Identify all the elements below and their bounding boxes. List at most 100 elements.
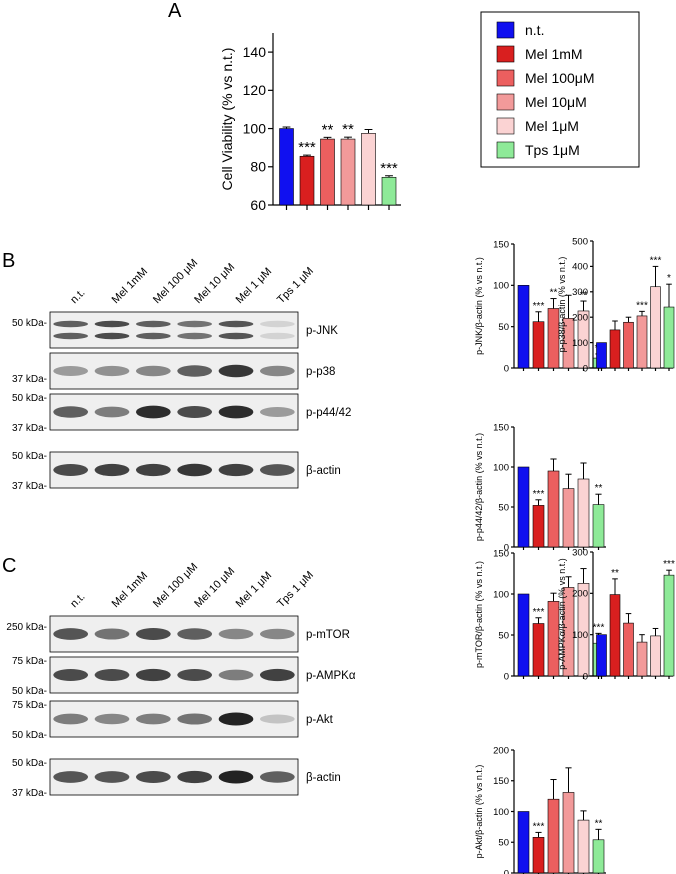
lane-label: Mel 1mM bbox=[110, 266, 150, 306]
blot-band bbox=[259, 771, 295, 783]
significance-label: *** bbox=[380, 160, 398, 177]
significance-label: *** bbox=[533, 821, 545, 832]
blot-band bbox=[135, 320, 171, 328]
bar bbox=[636, 315, 648, 369]
significance-label: *** bbox=[533, 301, 545, 312]
bar bbox=[562, 792, 575, 874]
blot-band bbox=[94, 713, 130, 725]
blot-band bbox=[218, 320, 254, 328]
blot-band bbox=[94, 406, 130, 418]
significance-label: *** bbox=[298, 139, 316, 156]
mw-marker: 75 kDa- bbox=[12, 656, 47, 667]
mw-marker: 250 kDa- bbox=[6, 622, 47, 633]
bar bbox=[623, 622, 634, 677]
significance-label: ** bbox=[550, 288, 558, 299]
bar bbox=[517, 466, 530, 548]
blot-band bbox=[218, 332, 254, 340]
legend-label: Mel 100μM bbox=[525, 70, 595, 86]
legend-label: Tps 1μM bbox=[525, 142, 580, 158]
y-tick-label: 200 bbox=[493, 745, 509, 756]
y-tick-label: 100 bbox=[493, 462, 509, 473]
y-tick-label: 0 bbox=[504, 542, 509, 553]
significance-label: *** bbox=[636, 300, 648, 311]
y-tick-label: 60 bbox=[250, 197, 266, 213]
lane-label: Tps 1 μM bbox=[275, 569, 316, 610]
legend-swatch bbox=[496, 93, 515, 111]
bar bbox=[361, 133, 376, 206]
legend-swatch bbox=[496, 21, 515, 39]
significance-label: ** bbox=[611, 568, 619, 579]
blot-band bbox=[94, 332, 130, 340]
bar bbox=[592, 504, 605, 548]
significance-label: ** bbox=[595, 818, 603, 829]
y-tick-label: 100 bbox=[243, 120, 267, 136]
y-tick-label: 150 bbox=[493, 239, 509, 250]
blot-band bbox=[218, 770, 254, 784]
bar bbox=[592, 839, 605, 874]
blot-band bbox=[177, 406, 213, 418]
y-tick-label: 100 bbox=[493, 281, 509, 292]
y-tick-label: 0 bbox=[504, 671, 509, 682]
blot-band bbox=[53, 464, 89, 476]
mw-marker: 37 kDa- bbox=[12, 423, 47, 434]
y-tick-label: 100 bbox=[572, 338, 588, 349]
legend-swatch bbox=[496, 117, 515, 135]
bar bbox=[532, 623, 545, 677]
bar bbox=[517, 593, 530, 677]
chart-cell-viability: 60 80 100 120 140 Cell Viability (% vs n.t.) *… bbox=[219, 33, 401, 213]
panel-letter-a: A bbox=[168, 0, 182, 22]
bar bbox=[517, 811, 530, 874]
lane-label: n.t. bbox=[68, 287, 87, 306]
y-axis-label: p-p44/42/β-actin (% vs n.t.) bbox=[474, 433, 484, 541]
y-tick-label: 500 bbox=[572, 236, 588, 247]
blot-band bbox=[53, 320, 89, 328]
bar bbox=[577, 478, 590, 548]
lane-label: Mel 1 μM bbox=[234, 569, 275, 610]
blot-band bbox=[177, 713, 213, 725]
bar bbox=[650, 286, 661, 369]
y-tick-label: 100 bbox=[493, 589, 509, 600]
blot-band bbox=[135, 332, 171, 340]
bar bbox=[532, 505, 545, 548]
protein-label: p-p38 bbox=[306, 366, 335, 378]
blot-band bbox=[177, 770, 213, 784]
blot-band bbox=[135, 463, 171, 477]
panel-letter-b: B bbox=[2, 250, 15, 272]
y-axis-label: p-p38/β-actin (% vs n.t.) bbox=[557, 257, 567, 353]
significance-label: *** bbox=[650, 255, 662, 266]
legend-swatch bbox=[496, 141, 515, 159]
blot-band bbox=[259, 464, 295, 476]
blot-strip bbox=[49, 451, 299, 489]
y-axis-label: p-Akt/β-actin (% vs n.t.) bbox=[474, 765, 484, 859]
lane-label: Mel 1mM bbox=[110, 570, 150, 610]
legend-swatch bbox=[496, 69, 515, 87]
lane-label: n.t. bbox=[68, 591, 87, 610]
y-tick-label: 150 bbox=[493, 548, 509, 559]
blot-band bbox=[135, 713, 171, 725]
bar bbox=[532, 321, 545, 369]
significance-label: ** bbox=[595, 483, 603, 494]
blot-band bbox=[177, 669, 213, 681]
blot-band bbox=[135, 628, 171, 640]
bar bbox=[381, 176, 397, 206]
blot-band bbox=[94, 628, 130, 640]
legend-label: n.t. bbox=[525, 22, 544, 38]
panel-letter-c: C bbox=[2, 555, 16, 577]
blot-band bbox=[259, 320, 295, 328]
significance-label: ** bbox=[322, 121, 334, 138]
bar bbox=[532, 837, 545, 874]
y-tick-label: 120 bbox=[243, 82, 267, 98]
y-tick-label: 50 bbox=[498, 838, 509, 849]
blot-band bbox=[177, 332, 213, 340]
bar bbox=[663, 574, 675, 677]
significance-label: * bbox=[667, 273, 671, 284]
blot-band bbox=[53, 628, 89, 640]
lane-label: Mel 10 μM bbox=[192, 565, 237, 610]
significance-label: ** bbox=[580, 290, 588, 301]
mw-marker: 37 kDa- bbox=[12, 374, 47, 385]
